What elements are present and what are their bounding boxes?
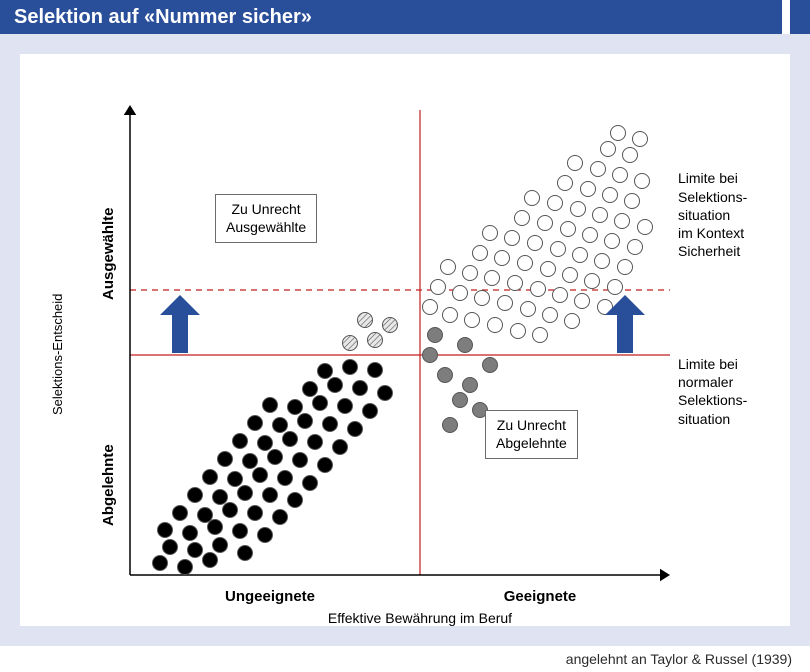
y-axis-category: Ausgewählte [100, 207, 117, 300]
black-points [153, 360, 393, 575]
x-axis-title: Effektive Bewährung im Beruf [280, 610, 560, 626]
x-axis-category: Ungeeignete [210, 588, 330, 605]
citation: angelehnt an Taylor & Russel (1939) [0, 646, 810, 672]
hatched-points [343, 313, 398, 351]
y-axis-arrowhead [124, 105, 137, 115]
note-lower: Limite beinormalerSelektions-situation [678, 355, 747, 428]
label-box-top-left: Zu UnrechtAusgewählte [215, 194, 317, 243]
x-axis-category: Geeignete [480, 588, 600, 605]
chart-panel: Selektions-Entscheid Ausgewählte Abgelehnt… [20, 54, 790, 626]
x-axis-arrowhead [660, 569, 670, 582]
page-title: Selektion auf «Nummer sicher» [14, 6, 312, 29]
y-axis-category: Abgelehnte [100, 444, 117, 526]
chart-outer-frame: Selektions-Entscheid Ausgewählte Abgelehnt… [0, 34, 810, 646]
note-upper: Limite beiSelektions-situationim Kontext… [678, 169, 747, 260]
label-box-bottom-right: Zu UnrechtAbgelehnte [485, 410, 578, 459]
scatter-chart [20, 54, 790, 626]
header-decoration [782, 0, 790, 34]
up-arrow-icon [160, 295, 200, 353]
y-axis-title: Selektions-Entscheid [50, 294, 65, 415]
page-title-bar: Selektion auf «Nummer sicher» [0, 0, 810, 34]
